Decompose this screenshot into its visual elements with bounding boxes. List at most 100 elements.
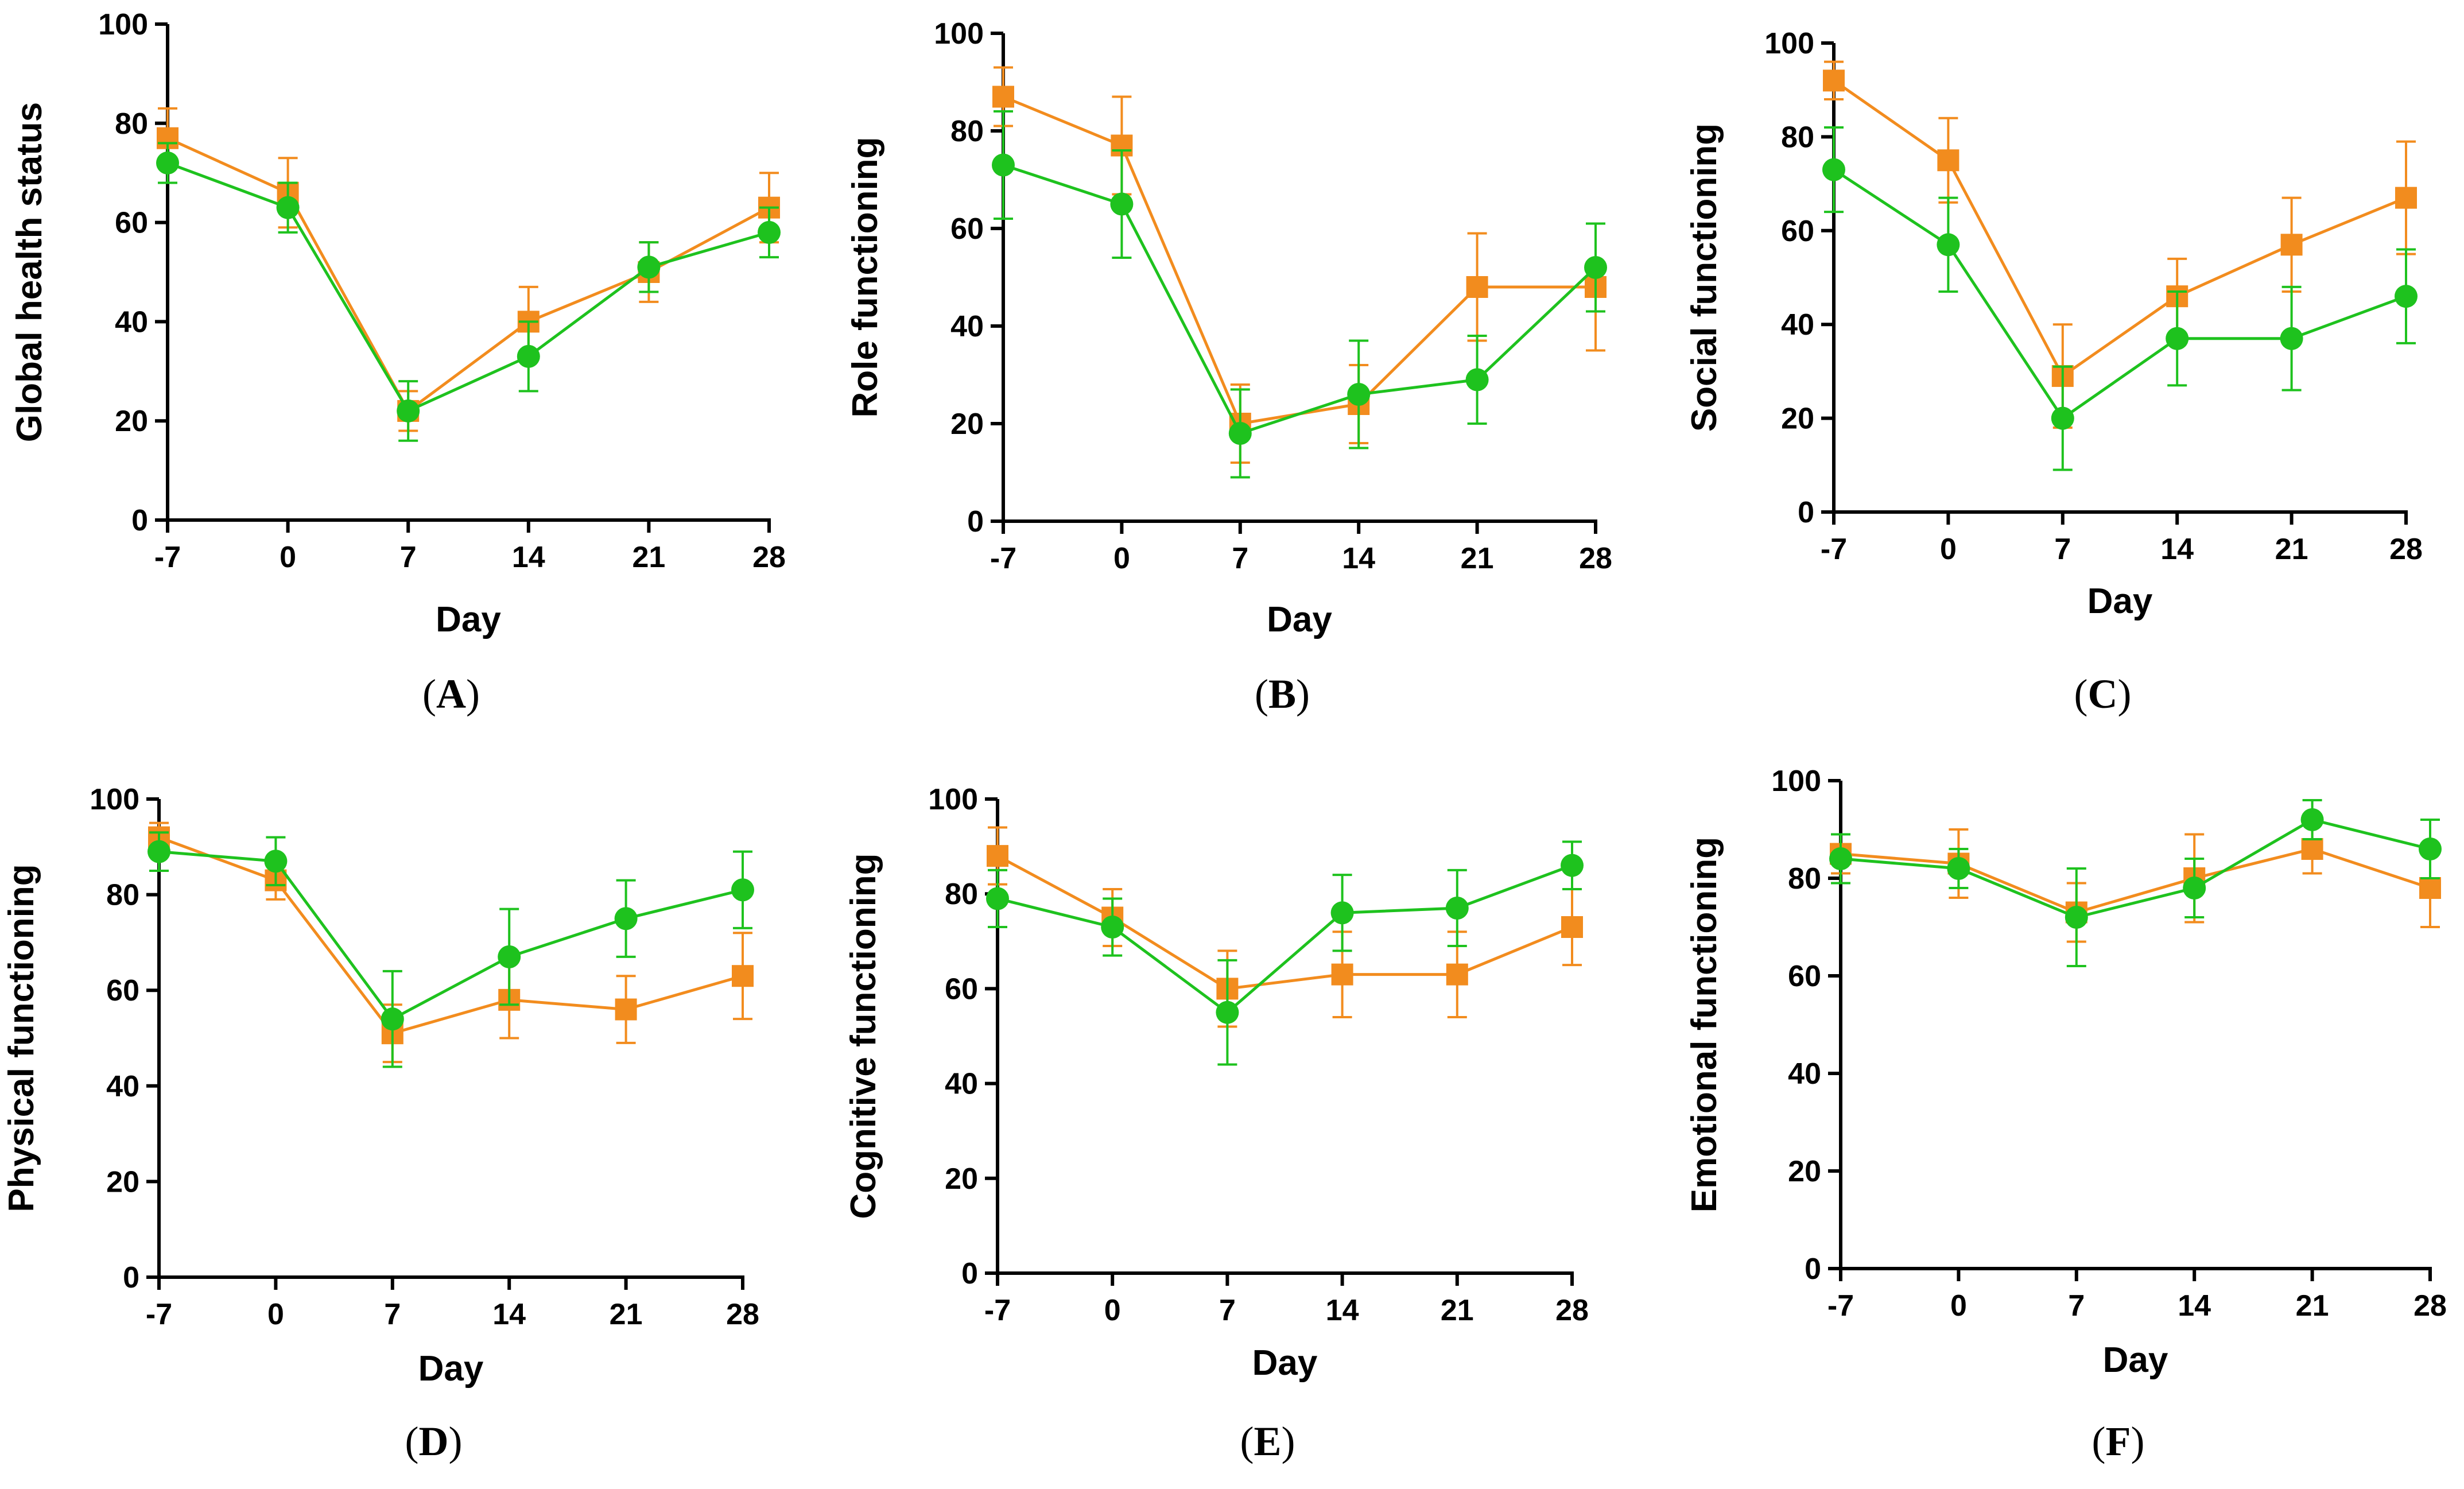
data-point-circle [2183, 877, 2206, 899]
x-tick-label: 28 [2413, 1289, 2447, 1323]
series-line [997, 864, 1573, 1014]
series-line [1003, 164, 1597, 436]
series-line [1840, 818, 2431, 919]
x-tick-label: 7 [2054, 533, 2071, 566]
data-point-square [732, 965, 754, 987]
data-point-circle [614, 907, 638, 930]
panel-label: (F) [2092, 1418, 2145, 1464]
data-point-circle [381, 1007, 404, 1031]
data-point-square [1823, 69, 1845, 92]
x-tick-label: 7 [1219, 1294, 1236, 1327]
y-tick-label: 0 [123, 1261, 139, 1294]
y-tick-label: 40 [106, 1070, 139, 1103]
y-tick-label: 80 [1781, 121, 1814, 154]
x-tick-label: 14 [492, 1298, 526, 1331]
x-tick-label: 0 [267, 1298, 284, 1331]
series-orange-squares [1823, 60, 2417, 429]
y-tick-label: 80 [115, 107, 148, 141]
x-tick-label: 14 [2160, 533, 2194, 566]
data-point-square [1561, 916, 1583, 939]
data-point-circle [397, 399, 420, 422]
series-green-circles [156, 142, 781, 442]
data-point-square [1466, 276, 1488, 298]
y-tick-label: 80 [106, 879, 139, 912]
series-green-circles [148, 831, 754, 1068]
y-tick-label: 40 [115, 305, 148, 339]
x-tick-label: 7 [1232, 542, 1248, 575]
x-tick-label: 0 [1940, 533, 1957, 566]
panel-label: (C) [2074, 671, 2132, 717]
panel-label: (D) [405, 1418, 463, 1464]
data-point-circle [1561, 854, 1584, 877]
data-point-circle [498, 945, 521, 968]
y-tick-label: 0 [961, 1257, 978, 1290]
data-point-circle [1347, 383, 1371, 406]
data-point-square [2395, 187, 2417, 209]
data-point-circle [264, 850, 288, 873]
data-point-circle [2395, 285, 2418, 308]
series-line [1833, 168, 2407, 421]
y-tick-label: 80 [950, 115, 984, 148]
series-green-circles [992, 110, 1607, 479]
data-point-circle [986, 887, 1009, 910]
y-tick-label: 60 [106, 974, 139, 1007]
panel-label: (A) [422, 671, 480, 717]
x-tick-label: 21 [632, 541, 665, 574]
data-point-circle [1228, 422, 1252, 445]
data-point-circle [1465, 368, 1489, 391]
data-point-square [2280, 234, 2303, 256]
y-tick-label: 40 [945, 1068, 978, 1101]
x-axis-title: Day [2103, 1340, 2168, 1380]
y-tick-label: 100 [90, 783, 139, 816]
data-point-circle [2065, 906, 2088, 929]
y-tick-label: 100 [1771, 765, 1821, 798]
series-line [167, 161, 770, 413]
y-axis-title: Social functioning [1685, 123, 1724, 432]
data-point-circle [148, 840, 170, 863]
data-point-circle [1822, 158, 1845, 181]
data-point-square [2419, 877, 2441, 899]
series-line [1840, 847, 2431, 914]
x-tick-label: -7 [154, 541, 181, 574]
x-tick-label: 28 [1555, 1294, 1589, 1327]
series-line [158, 850, 743, 1021]
x-tick-label: 21 [1461, 542, 1494, 575]
x-tick-label: 7 [400, 541, 417, 574]
y-tick-label: 60 [1788, 960, 1821, 993]
x-axis-title: Day [1252, 1343, 1318, 1383]
series-green-circles [1822, 126, 2418, 471]
y-tick-label: 100 [98, 8, 148, 41]
y-tick-label: 0 [967, 505, 984, 538]
data-point-square [1331, 963, 1353, 986]
y-tick-label: 80 [1788, 862, 1821, 895]
data-point-circle [1110, 192, 1134, 216]
x-tick-label: 7 [2068, 1289, 2085, 1323]
series-green-circles [986, 840, 1584, 1066]
x-tick-label: 14 [1342, 542, 1375, 575]
x-tick-label: 7 [384, 1298, 401, 1331]
y-axis-title: Emotional functioning [1685, 837, 1724, 1212]
y-axis-title: Physical functioning [2, 864, 41, 1212]
y-tick-label: 20 [945, 1162, 978, 1196]
x-axis-title: Day [436, 600, 501, 639]
data-point-square [2301, 838, 2323, 860]
y-tick-label: 20 [950, 408, 984, 441]
data-point-circle [1216, 1001, 1239, 1024]
x-tick-label: -7 [146, 1298, 172, 1331]
data-point-circle [1101, 916, 1124, 939]
y-tick-label: 20 [115, 405, 148, 438]
y-tick-label: 100 [928, 783, 978, 816]
x-tick-label: -7 [1827, 1289, 1854, 1323]
y-tick-label: 20 [1781, 402, 1814, 436]
series-orange-squares [992, 66, 1607, 464]
x-tick-label: -7 [1821, 533, 1847, 566]
x-tick-label: 14 [1326, 1294, 1359, 1327]
data-point-circle [276, 196, 300, 219]
data-point-square [1446, 963, 1468, 986]
y-tick-label: 20 [1788, 1155, 1821, 1188]
data-point-circle [637, 255, 661, 279]
